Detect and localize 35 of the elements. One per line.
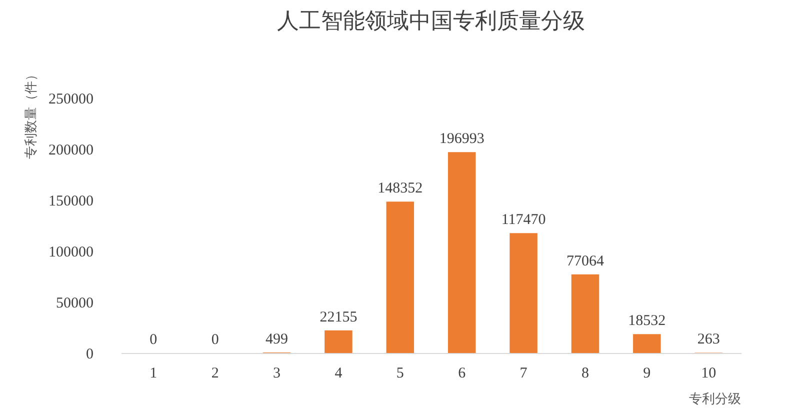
bar <box>571 274 600 353</box>
x-tick-label: 5 <box>396 366 404 382</box>
y-tick-label: 50000 <box>56 296 94 312</box>
data-label: 117470 <box>501 212 546 228</box>
data-label: 22155 <box>320 309 358 326</box>
y-tick-label: 0 <box>86 346 94 362</box>
data-label: 196993 <box>439 131 484 148</box>
data-label: 0 <box>150 332 158 348</box>
data-label: 18532 <box>628 313 666 330</box>
chart-title: 人工智能领域中国专利质量分级 <box>277 8 585 33</box>
x-tick-label: 3 <box>273 366 281 382</box>
x-tick-label: 1 <box>150 366 158 382</box>
bar <box>386 202 414 353</box>
y-tick-label: 150000 <box>48 194 94 210</box>
x-tick-label: 8 <box>581 366 589 382</box>
bar <box>324 330 352 353</box>
y-tick-label: 100000 <box>48 244 94 260</box>
data-label: 263 <box>697 332 720 348</box>
x-tick-label: 10 <box>701 366 716 382</box>
data-label: 148352 <box>378 180 423 197</box>
bar <box>510 233 538 353</box>
data-label: 77064 <box>566 253 604 270</box>
y-axis-title: 专利数量（件） <box>23 68 38 159</box>
y-tick-label: 200000 <box>48 142 94 158</box>
x-tick-label: 4 <box>334 366 343 382</box>
bar <box>448 152 476 353</box>
x-tick-label: 7 <box>520 366 528 382</box>
data-label: 0 <box>211 332 219 348</box>
data-label: 499 <box>266 331 288 348</box>
bar <box>633 334 661 353</box>
x-tick-label: 9 <box>643 366 651 382</box>
x-axis-title: 专利分级 <box>689 391 741 406</box>
y-tick-label: 250000 <box>48 92 94 108</box>
x-tick-label: 6 <box>458 366 466 382</box>
x-tick-label: 2 <box>211 366 219 382</box>
